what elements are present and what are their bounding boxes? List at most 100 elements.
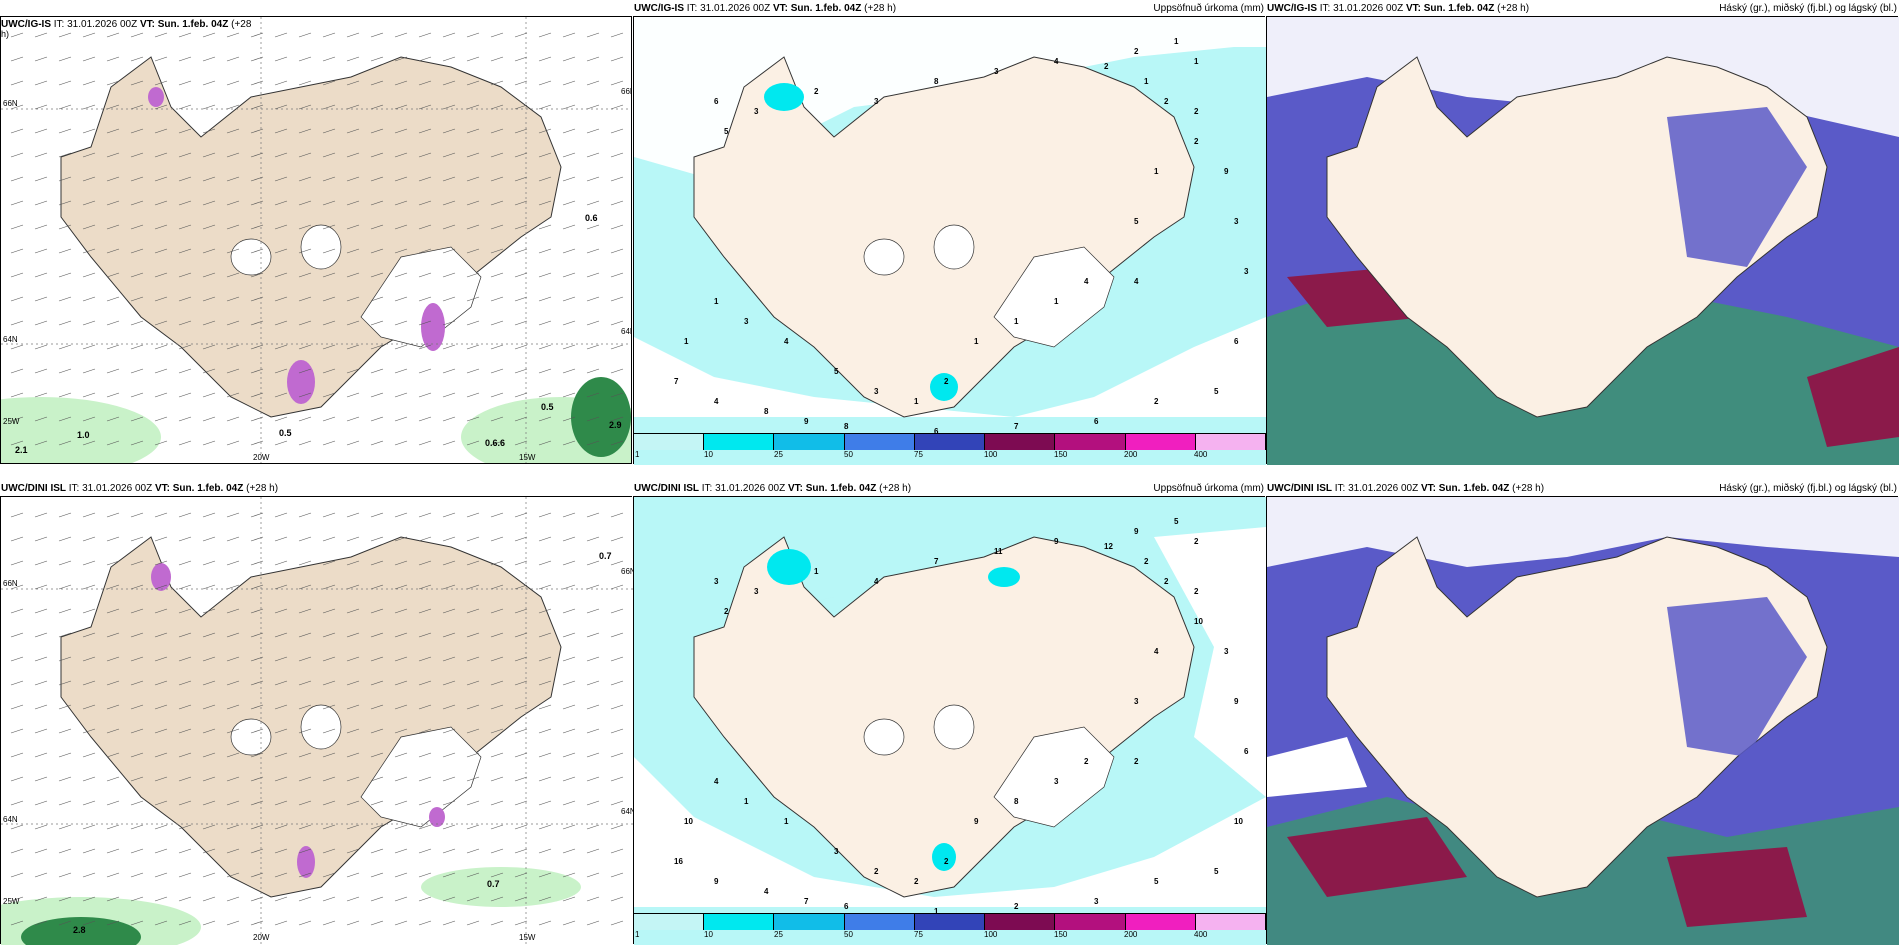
- colorbar-label: 75: [914, 450, 923, 459]
- precip-value: 2: [1084, 757, 1089, 766]
- colorbar: [634, 913, 1266, 930]
- precip-value: 10: [684, 817, 693, 826]
- precip-value: 4: [1054, 57, 1059, 66]
- precip-value: 5: [724, 127, 729, 136]
- colorbar-swatch: [985, 434, 1056, 450]
- precip-value: 4: [784, 337, 789, 346]
- precip-value: 6: [934, 427, 939, 436]
- panel-header: UWC/DINI ISL IT: 31.01.2026 00Z VT: Sun.…: [1, 483, 279, 494]
- lon-tick: 15W: [519, 453, 536, 462]
- panel-header: UWC/IG-IS IT: 31.01.2026 00Z VT: Sun. 1.…: [1, 19, 252, 30]
- precip-value: 7: [674, 377, 679, 386]
- precip-value: 1: [784, 817, 789, 826]
- precip-value: 5: [1214, 387, 1219, 396]
- precip-value: 8: [1014, 797, 1019, 806]
- colorbar-swatch: [1125, 914, 1196, 930]
- precip-value: 2: [724, 607, 729, 616]
- colorbar-label: 1: [635, 450, 640, 459]
- precip-value: 5: [1174, 517, 1179, 526]
- precip-value: 9: [1234, 697, 1239, 706]
- colorbar-label: 50: [844, 450, 853, 459]
- precip-value: 9: [804, 417, 809, 426]
- wind-label: 1.0: [77, 430, 90, 440]
- precip-value: 2: [1154, 397, 1159, 406]
- precip-value: 3: [744, 317, 749, 326]
- precip-value: 7: [1014, 422, 1019, 431]
- precip-value: 3: [714, 577, 719, 586]
- colorbar-swatch: [914, 914, 986, 930]
- precip-value: 5: [834, 367, 839, 376]
- precip-value: 3: [754, 587, 759, 596]
- precip-value: 2: [1164, 97, 1169, 106]
- precip-value: 4: [1084, 277, 1089, 286]
- colorbar-swatch: [1055, 434, 1126, 450]
- precip-value: 1: [1154, 167, 1159, 176]
- colorbar-swatch: [985, 914, 1056, 930]
- lat-tick-right: 64N: [621, 807, 636, 816]
- precip-value: 3: [874, 97, 879, 106]
- colorbar: [634, 433, 1266, 450]
- colorbar-swatch: [1195, 434, 1266, 450]
- precip-value: 2: [944, 857, 949, 866]
- cloud-panel-dini: UWC/DINI ISL IT: 31.01.2026 00Z VT: Sun.…: [1266, 483, 1899, 945]
- precip-value: 4: [874, 577, 879, 586]
- precip-value: 2: [1194, 587, 1199, 596]
- precip-value: 2: [1144, 557, 1149, 566]
- precip-value: 2: [1194, 107, 1199, 116]
- precip-value: 1: [1144, 77, 1149, 86]
- wind-label: 0.6: [585, 213, 598, 223]
- precip-value: 6: [844, 902, 849, 911]
- precip-value: 6: [1234, 337, 1239, 346]
- wind-label: 0.7: [599, 551, 612, 561]
- colorbar-label: 25: [774, 930, 783, 939]
- colorbar-label: 200: [1124, 450, 1138, 459]
- cloud-map: [1267, 497, 1899, 945]
- lat-tick: 25W: [3, 417, 20, 426]
- lat-tick: 25W: [3, 897, 20, 906]
- colorbar-label: 75: [914, 930, 923, 939]
- colorbar-swatch: [774, 434, 845, 450]
- lat-tick: 64N: [3, 815, 18, 824]
- precip-value: 1: [974, 337, 979, 346]
- precip-value: 2: [914, 877, 919, 886]
- precip-value: 2: [1014, 902, 1019, 911]
- lat-tick-right: 66N: [621, 567, 636, 576]
- precip-value: 9: [1224, 167, 1229, 176]
- precip-value: 2: [1194, 537, 1199, 546]
- colorbar-label: 10: [704, 450, 713, 459]
- colorbar-label: 400: [1194, 930, 1208, 939]
- colorbar-label: 1: [635, 930, 640, 939]
- precip-map: [634, 17, 1266, 465]
- panel-title: Uppsöfnuð úrkoma (mm): [1153, 3, 1264, 14]
- cloud-panel-igis: UWC/IG-IS IT: 31.01.2026 00Z VT: Sun. 1.…: [1266, 3, 1899, 465]
- precip-value: 7: [934, 557, 939, 566]
- colorbar-swatch: [704, 434, 775, 450]
- lat-tick: 66N: [3, 579, 18, 588]
- precip-value: 7: [804, 897, 809, 906]
- wind-label: 0.5: [541, 402, 554, 412]
- precip-value: 3: [1054, 777, 1059, 786]
- precip-value: 2: [1134, 757, 1139, 766]
- precip-value: 16: [674, 857, 683, 866]
- lon-tick: 20W: [253, 933, 270, 942]
- wind-label: 2.9: [609, 420, 622, 430]
- lat-tick: 66N: [3, 99, 18, 108]
- colorbar-label: 100: [984, 930, 998, 939]
- precip-value: 5: [1134, 217, 1139, 226]
- precip-value: 11: [994, 547, 1003, 556]
- colorbar-swatch: [1055, 914, 1126, 930]
- panel-title: Háský (gr.), miðský (fj.bl.) og lágský (…: [1719, 483, 1897, 494]
- precip-value: 4: [764, 887, 769, 896]
- precip-value: 3: [1224, 647, 1229, 656]
- wind-map: [1, 17, 631, 463]
- lat-tick: 64N: [3, 335, 18, 344]
- precip-value: 1: [914, 397, 919, 406]
- precip-value: 1: [744, 797, 749, 806]
- colorbar-label: 150: [1054, 930, 1068, 939]
- precip-value: 3: [994, 67, 999, 76]
- wind-label: 2.8: [73, 925, 86, 935]
- wind-map: [1, 497, 633, 945]
- precip-value: 3: [1094, 897, 1099, 906]
- lat-tick-right: 66N: [621, 87, 631, 96]
- precip-value: 4: [1154, 647, 1159, 656]
